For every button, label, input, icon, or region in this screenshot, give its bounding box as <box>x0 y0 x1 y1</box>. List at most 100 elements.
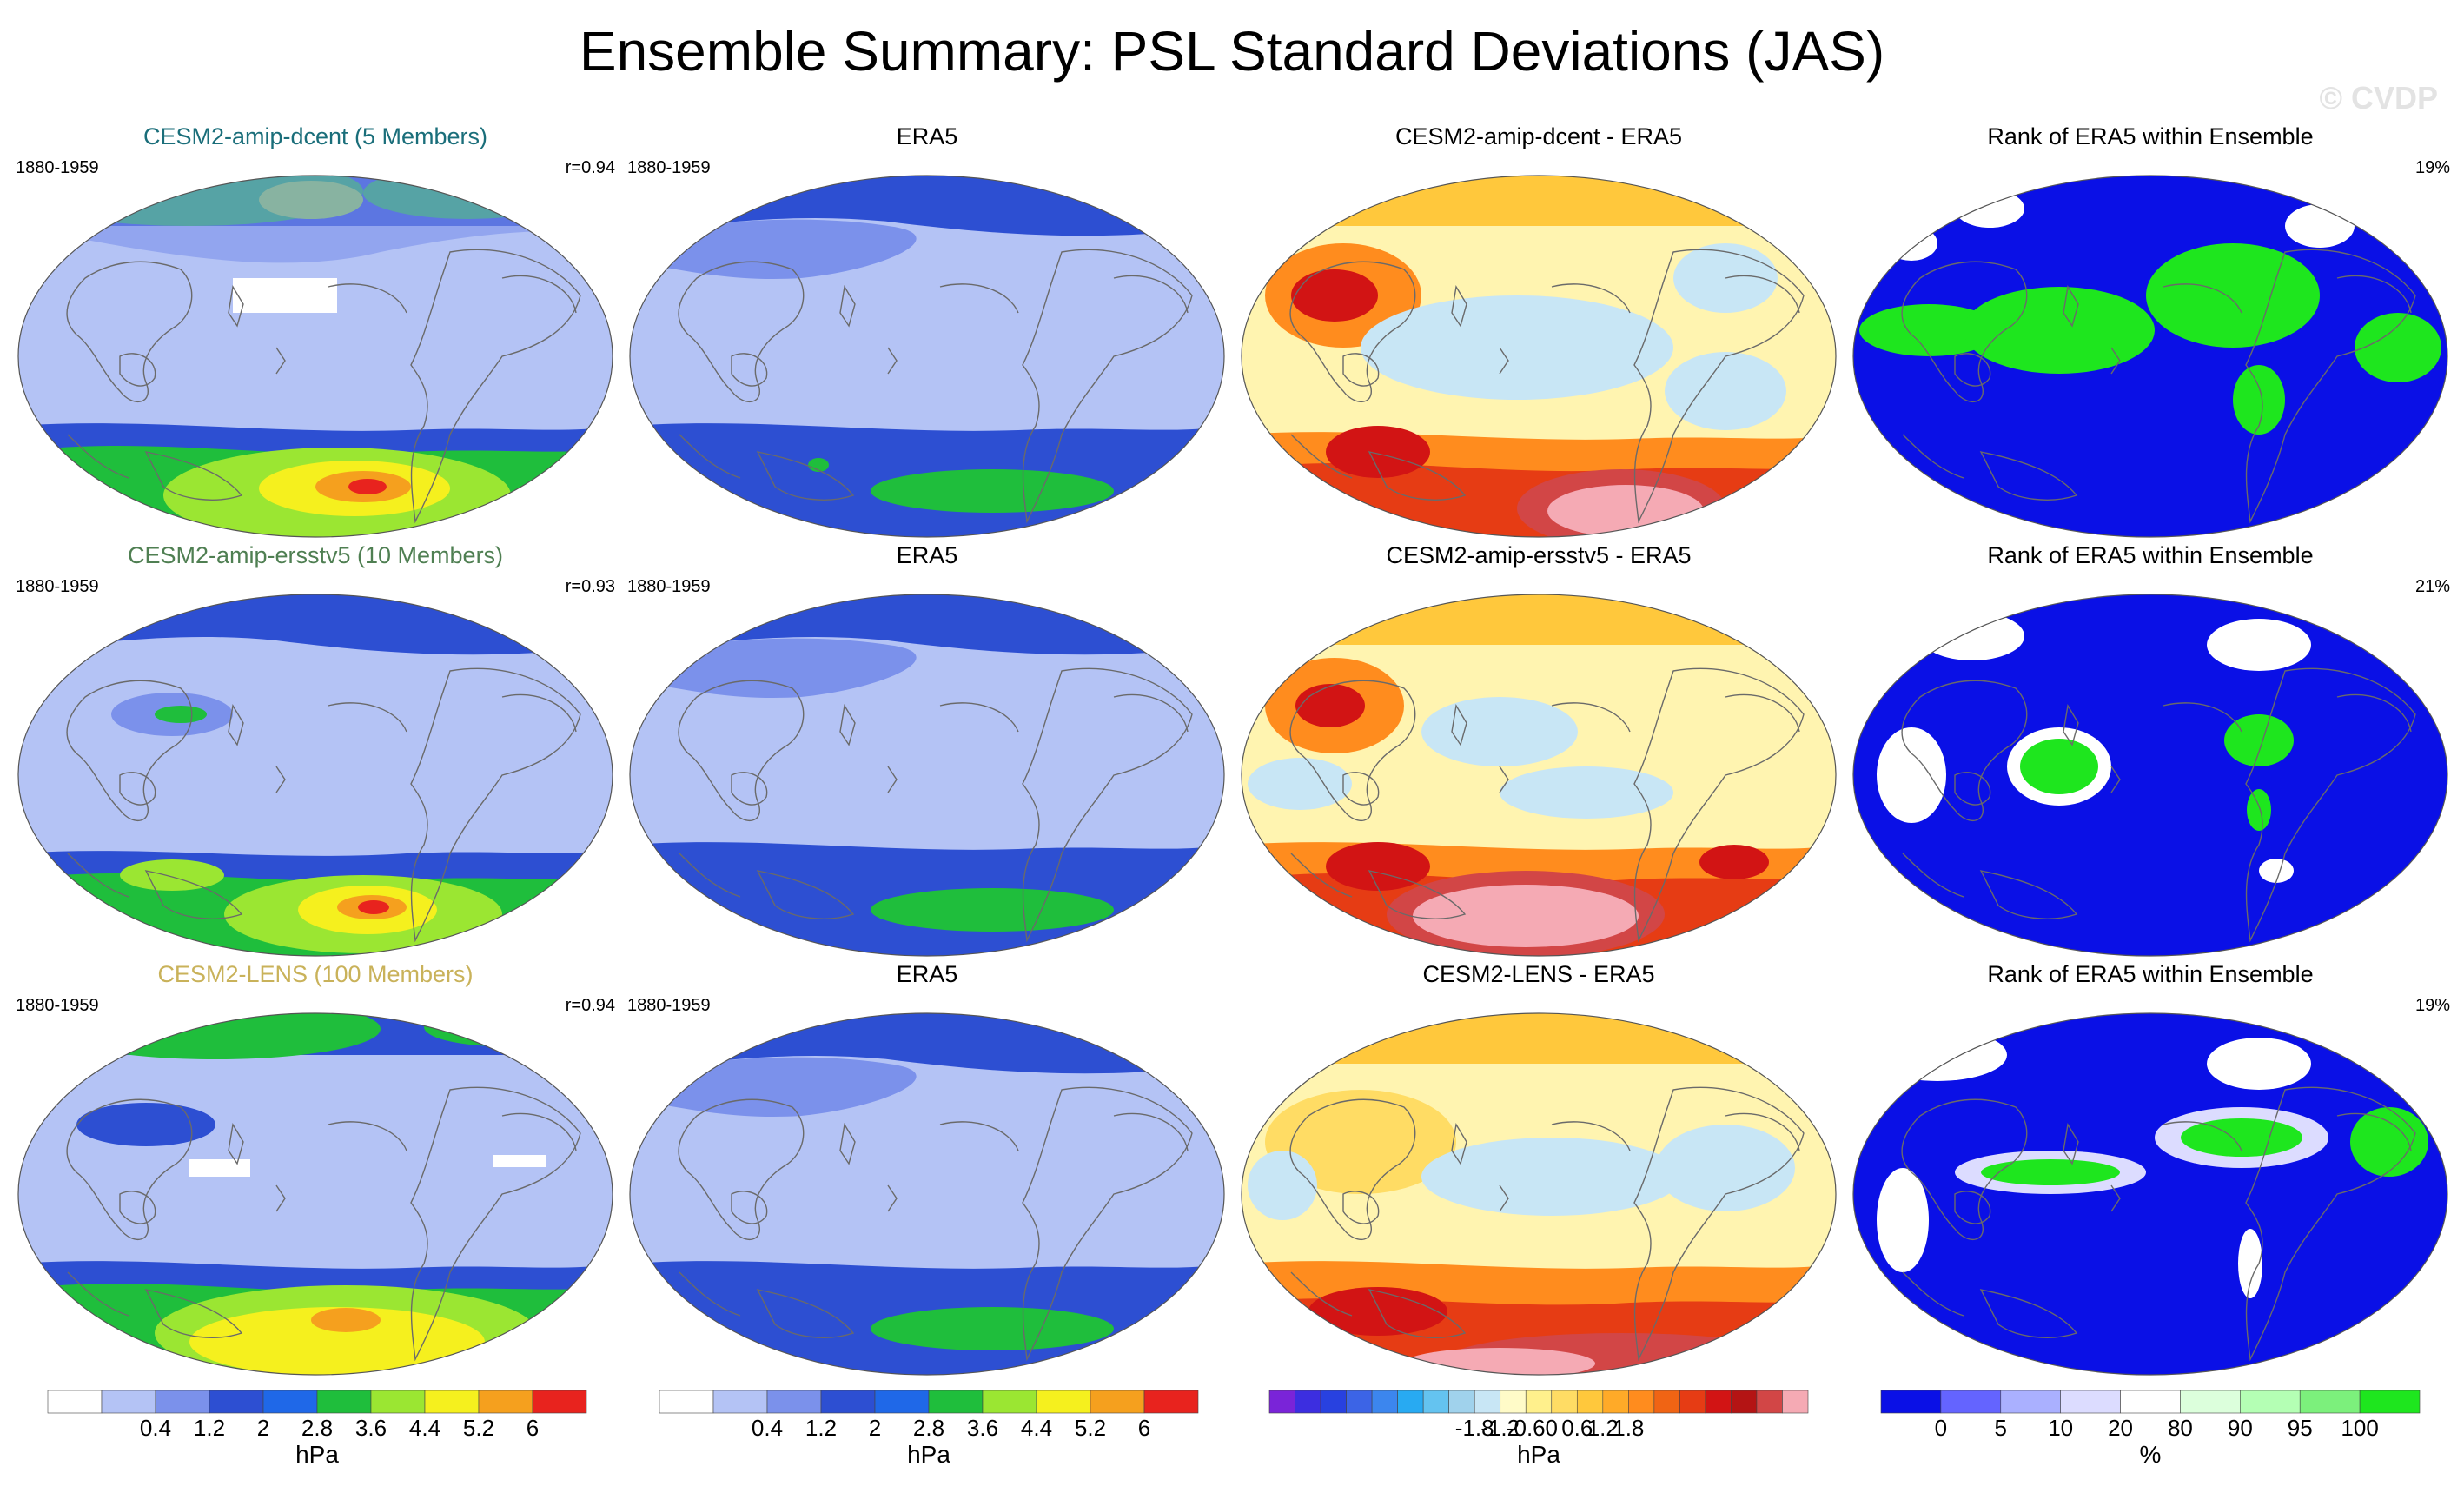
diff-title: CESM2-amip-ersstv5 - ERA5 <box>1386 542 1692 568</box>
figure-title: Ensemble Summary: PSL Standard Deviation… <box>579 20 1885 83</box>
colorbar-swatch <box>209 1390 264 1414</box>
years-label: 1880-1959 <box>16 577 99 596</box>
colorbar-swatch <box>532 1390 587 1414</box>
diff-map <box>1241 594 1837 957</box>
panel-rank-row1: Rank of ERA5 within Ensemble 19% <box>1851 123 2450 541</box>
colorbar-tick-label: 1.2 <box>1587 1415 1619 1441</box>
diff-title: CESM2-LENS - ERA5 <box>1422 961 1655 987</box>
colorbar-tick-label: 5 <box>1995 1415 2007 1441</box>
rank-percent: 19% <box>2414 996 2450 1015</box>
pattern-correlation: r=0.94 <box>565 158 615 177</box>
colorbar-tick-label: 100 <box>2341 1415 2378 1441</box>
colorbar-swatch <box>1525 1390 1553 1414</box>
colorbar-swatch <box>1371 1390 1398 1414</box>
colorbar-swatch <box>1782 1390 1809 1414</box>
rank-percent: 21% <box>2414 577 2450 596</box>
colorbar-swatches: -1.8-1.2-0.6 0 0.61.21.8 <box>1268 1390 1809 1441</box>
colorbar-swatch <box>1474 1390 1501 1414</box>
rank-percent: 19% <box>2414 158 2450 177</box>
colorbar-swatch <box>1880 1390 1942 1414</box>
sd-map <box>17 594 613 957</box>
colorbar-tick-label: 6 <box>1138 1415 1150 1441</box>
colorbar-tick-label: 20 <box>2108 1415 2133 1441</box>
colorbar-tick-label: 90 <box>2228 1415 2253 1441</box>
panel-obs-row2: ERA5 1880-1959 <box>627 542 1227 959</box>
colorbar-swatch <box>1653 1390 1680 1414</box>
colorbar-swatch <box>2299 1390 2361 1414</box>
years-label: 1880-1959 <box>627 158 711 177</box>
pattern-correlation: r=0.94 <box>565 996 615 1015</box>
years-label: 1880-1959 <box>16 158 99 177</box>
colorbar-swatch <box>47 1390 103 1414</box>
colorbar-swatch <box>1500 1390 1527 1414</box>
colorbar-swatch <box>1705 1390 1732 1414</box>
colorbar-swatch <box>712 1390 768 1414</box>
colorbar-swatch <box>2060 1390 2121 1414</box>
colorbar-unit: hPa <box>1517 1441 1560 1468</box>
model-title: CESM2-LENS (100 Members) <box>157 961 474 987</box>
colorbar-tick-label: -0.6 <box>1507 1415 1546 1441</box>
colorbar-tick-label: 2.8 <box>301 1415 333 1441</box>
years-label: 1880-1959 <box>627 577 711 596</box>
colorbar-swatch <box>316 1390 372 1414</box>
colorbar-swatch <box>1551 1390 1578 1414</box>
colorbar-tick-label: 0.4 <box>140 1415 171 1441</box>
obs-title: ERA5 <box>896 961 958 987</box>
colorbar-swatch <box>1679 1390 1706 1414</box>
colorbar-swatch <box>101 1390 156 1414</box>
colorbar-swatch <box>2359 1390 2421 1414</box>
colorbar-swatch <box>424 1390 480 1414</box>
colorbar-swatch <box>1628 1390 1655 1414</box>
colorbar-swatch <box>928 1390 984 1414</box>
colorbar-swatch <box>1295 1390 1321 1414</box>
colorbar-tick-label: 2 <box>869 1415 881 1441</box>
panel-diff-row3: CESM2-LENS - ERA5 <box>1239 961 1838 1378</box>
rank-map <box>1852 175 2448 538</box>
colorbar-unit: hPa <box>295 1441 339 1468</box>
colorbar-swatch <box>1397 1390 1424 1414</box>
rank-map <box>1852 1012 2448 1376</box>
colorbar-diff: -1.8 -1.2 -0.6 0 0.6 1.2 1.8 hPa <box>1265 1389 1812 1493</box>
panel-diff-row2: CESM2-amip-ersstv5 - ERA5 <box>1239 542 1838 959</box>
sd-map <box>17 175 613 538</box>
colorbar-swatch <box>1448 1390 1475 1414</box>
colorbar-swatch <box>820 1390 876 1414</box>
colorbar-sd-model: 0.4 1.2 2 2.8 3.6 4.4 5.2 6 hPa <box>43 1389 591 1493</box>
panel-model-row2: CESM2-amip-ersstv5 (10 Members) 1880-195… <box>16 542 615 959</box>
colorbar-tick-label: 3.6 <box>967 1415 998 1441</box>
colorbar-swatch <box>982 1390 1037 1414</box>
colorbar-swatches: 0.4 1.2 2 2.8 3.6 4.4 5.2 6 <box>659 1390 1199 1441</box>
colorbar-unit: % <box>2139 1441 2162 1468</box>
colorbar-swatch <box>1731 1390 1758 1414</box>
colorbar-swatch <box>1143 1390 1199 1414</box>
rank-title: Rank of ERA5 within Ensemble <box>1987 123 2314 149</box>
colorbar-tick-label: 2 <box>257 1415 269 1441</box>
colorbar-swatch <box>874 1390 930 1414</box>
rank-title: Rank of ERA5 within Ensemble <box>1987 542 2314 568</box>
obs-title: ERA5 <box>896 542 958 568</box>
panel-rank-row2: Rank of ERA5 within Ensemble 21% <box>1851 542 2450 959</box>
colorbar-swatch <box>155 1390 210 1414</box>
colorbar-swatches: 0.4 1.2 2 2.8 3.6 4.4 5.2 6 <box>47 1390 587 1441</box>
colorbar-swatch <box>1090 1390 1145 1414</box>
diff-title: CESM2-amip-dcent - ERA5 <box>1394 123 1683 149</box>
colorbar-tick-label: 6 <box>527 1415 539 1441</box>
colorbar-tick-label: 10 <box>2048 1415 2073 1441</box>
colorbar-swatch <box>1602 1390 1629 1414</box>
colorbar-tick-label: 2.8 <box>913 1415 944 1441</box>
panel-rank-row3: Rank of ERA5 within Ensemble 19% <box>1851 961 2450 1378</box>
sd-map <box>629 594 1225 957</box>
colorbar-tick-label: 80 <box>2168 1415 2193 1441</box>
panel-model-row1: CESM2-amip-dcent (5 Members) 1880-1959 r… <box>16 123 615 541</box>
colorbar-swatch <box>2240 1390 2301 1414</box>
colorbar-swatch <box>370 1390 426 1414</box>
colorbar-tick-label: 4.4 <box>409 1415 440 1441</box>
diff-map <box>1241 175 1837 538</box>
colorbar-sd-obs: 0.4 1.2 2 2.8 3.6 4.4 5.2 6 hPa <box>655 1389 1202 1493</box>
colorbar-swatch <box>766 1390 822 1414</box>
colorbar-tick-label: 95 <box>2288 1415 2313 1441</box>
colorbar-tick-label: 5.2 <box>1075 1415 1106 1441</box>
colorbar-swatch <box>1940 1390 2002 1414</box>
cvdp-watermark: © CVDP <box>2319 80 2438 116</box>
colorbar-swatch <box>2120 1390 2181 1414</box>
